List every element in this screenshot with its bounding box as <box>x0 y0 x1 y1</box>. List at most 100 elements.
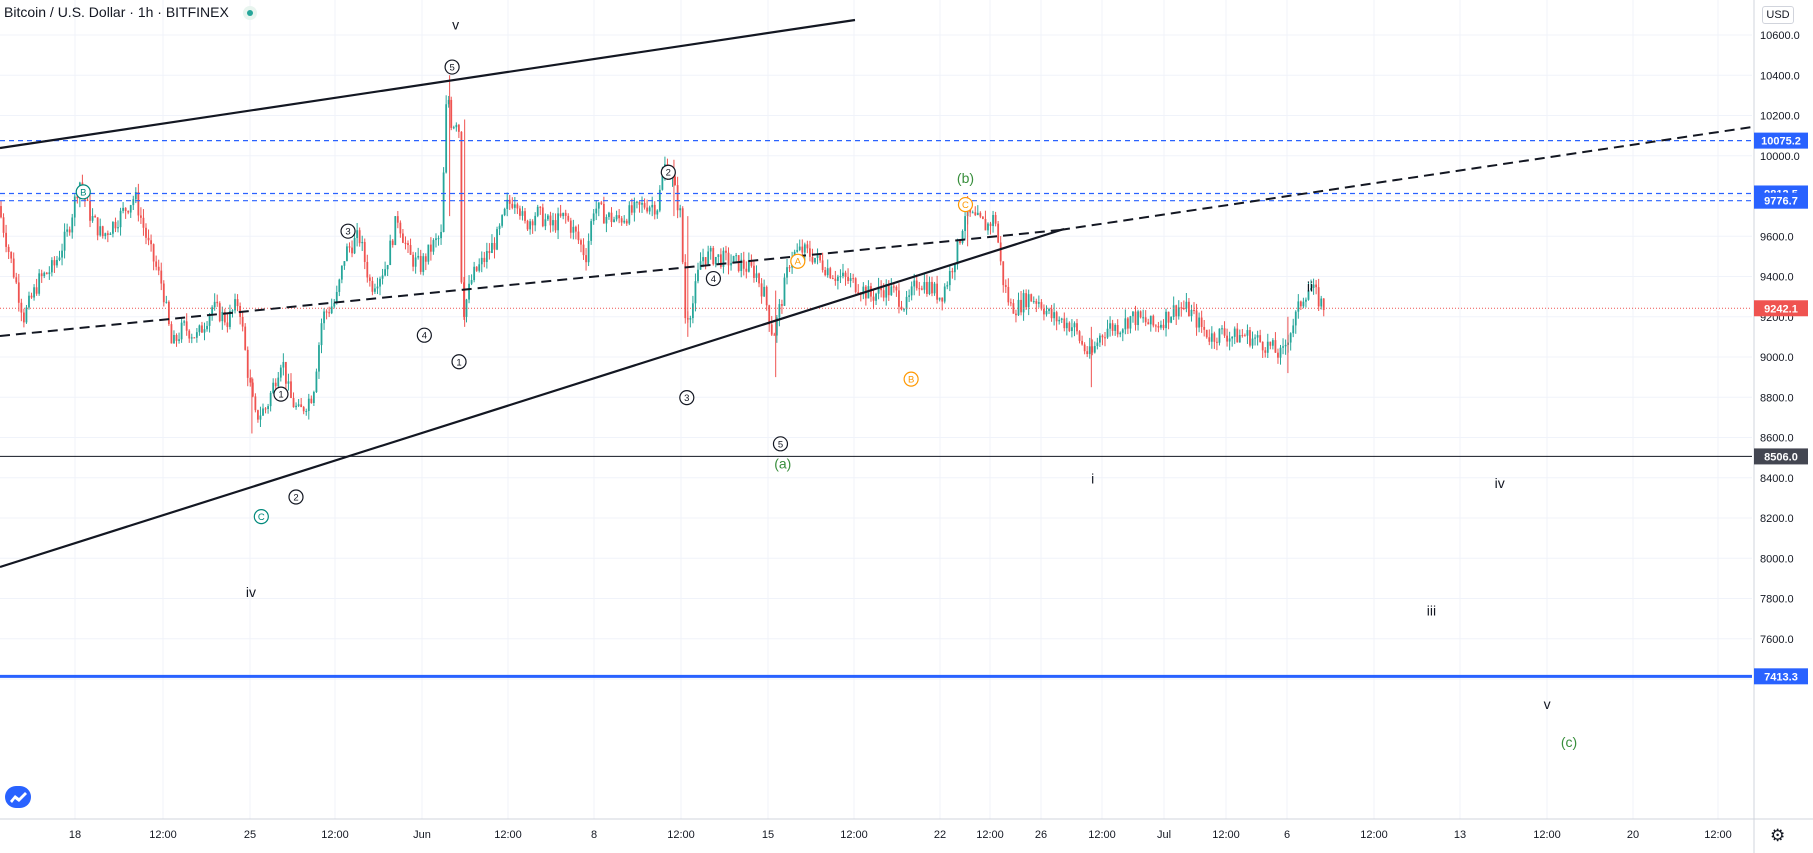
candle-body <box>404 242 407 244</box>
candle-body <box>770 324 773 335</box>
wave-marker-circle <box>705 270 722 287</box>
candle-body <box>389 240 392 266</box>
candle-body <box>152 244 155 262</box>
candle-body <box>997 223 1000 243</box>
candle-body <box>569 220 572 233</box>
candle-body <box>333 302 336 307</box>
tradingview-logo-icon[interactable] <box>5 786 31 808</box>
candle-body <box>1002 261 1005 286</box>
candle-body <box>1228 338 1231 342</box>
candle-body <box>412 254 414 267</box>
candle-body <box>1165 311 1167 329</box>
x-tick-label: 6 <box>1284 829 1290 841</box>
symbol-title[interactable]: Bitcoin / U.S. Dollar · 1h · BITFINEX <box>4 4 229 20</box>
candle-body <box>702 257 704 262</box>
candle-body <box>1025 293 1028 308</box>
candle-body <box>1121 329 1124 333</box>
candle-body <box>71 217 74 233</box>
wave-label: iv <box>246 584 256 600</box>
candle-body <box>775 317 778 336</box>
candle-body <box>61 250 63 258</box>
candle-body <box>854 278 857 293</box>
candle-body <box>305 410 308 412</box>
candle-body <box>1022 293 1025 313</box>
candle-body <box>68 229 71 233</box>
candle-body <box>1129 316 1132 329</box>
candle-body <box>608 212 610 217</box>
candle-body <box>463 282 465 317</box>
candle-body <box>1297 301 1300 312</box>
candle-body <box>1200 317 1203 327</box>
candle-body <box>73 196 76 218</box>
candle-body <box>1091 346 1094 353</box>
candle-body <box>643 203 646 208</box>
candle-body <box>452 127 455 129</box>
y-tick-label: 10200.0 <box>1760 111 1800 123</box>
candle-body <box>302 407 305 412</box>
candle-body <box>40 273 43 277</box>
candle-body <box>842 272 844 277</box>
candle-body <box>948 270 951 286</box>
candle-body <box>1073 323 1076 328</box>
candle-body <box>384 269 387 276</box>
y-tick-label: 9000.0 <box>1760 352 1794 364</box>
candle-body <box>1190 310 1193 317</box>
candle-body <box>1322 298 1325 311</box>
candle-body <box>498 225 501 230</box>
candle-body <box>1210 333 1213 342</box>
wave-label: (c) <box>1561 734 1577 750</box>
candle-body <box>1020 299 1022 313</box>
candle-body <box>25 307 28 323</box>
candle-body <box>374 288 376 292</box>
wave-label: iv <box>1495 475 1505 491</box>
trend-line-upper[interactable] <box>0 18 856 150</box>
price-level-tag <box>1754 668 1808 685</box>
trend-line-lower[interactable] <box>0 227 1065 569</box>
candle-body <box>534 215 537 226</box>
x-tick-label: 12:00 <box>321 829 349 841</box>
candle-body <box>758 273 760 284</box>
candle-body <box>615 215 618 220</box>
candle-body <box>201 325 203 333</box>
wave-marker-label: 2 <box>293 493 298 504</box>
candle-body <box>536 206 539 216</box>
candle-body <box>417 255 420 258</box>
candle-body <box>999 242 1002 262</box>
candle-body <box>145 227 147 238</box>
wave-marker-circle <box>451 354 467 370</box>
candle-body <box>150 240 152 245</box>
candle-body <box>193 337 196 339</box>
price-level-tag-label: 10075.2 <box>1761 136 1801 148</box>
candle-body <box>251 382 254 397</box>
candle-body <box>1266 341 1269 353</box>
candle-body <box>249 377 252 383</box>
candle-body <box>577 231 580 241</box>
x-tick-label: 12:00 <box>976 829 1004 841</box>
price-level-tag <box>1754 448 1808 465</box>
trend-line-dashed[interactable] <box>0 229 1061 337</box>
y-tick-label: 9600.0 <box>1760 231 1794 243</box>
candle-body <box>122 207 124 211</box>
settings-gear-icon[interactable]: ⚙ <box>1770 826 1786 845</box>
candle-body <box>719 254 722 267</box>
candle-body <box>941 297 944 302</box>
currency-button[interactable]: USD <box>1762 6 1794 24</box>
candle-body <box>915 280 918 289</box>
candle-body <box>529 221 531 230</box>
candle-body <box>1198 317 1201 328</box>
candle-body <box>1246 330 1249 336</box>
candle-body <box>984 218 987 231</box>
candle-body <box>811 256 814 263</box>
candle-body <box>45 272 48 275</box>
candle-body <box>292 397 295 408</box>
candle-body <box>312 392 315 404</box>
trend-line-dashed-extension[interactable] <box>1059 126 1753 231</box>
candle-body <box>526 220 529 230</box>
wave-marker-circle <box>340 223 356 239</box>
candle-body <box>704 257 707 265</box>
candle-body <box>58 257 61 260</box>
wave-label: iii <box>1427 602 1436 618</box>
candle-body <box>867 286 870 299</box>
candle-body <box>1050 308 1053 319</box>
